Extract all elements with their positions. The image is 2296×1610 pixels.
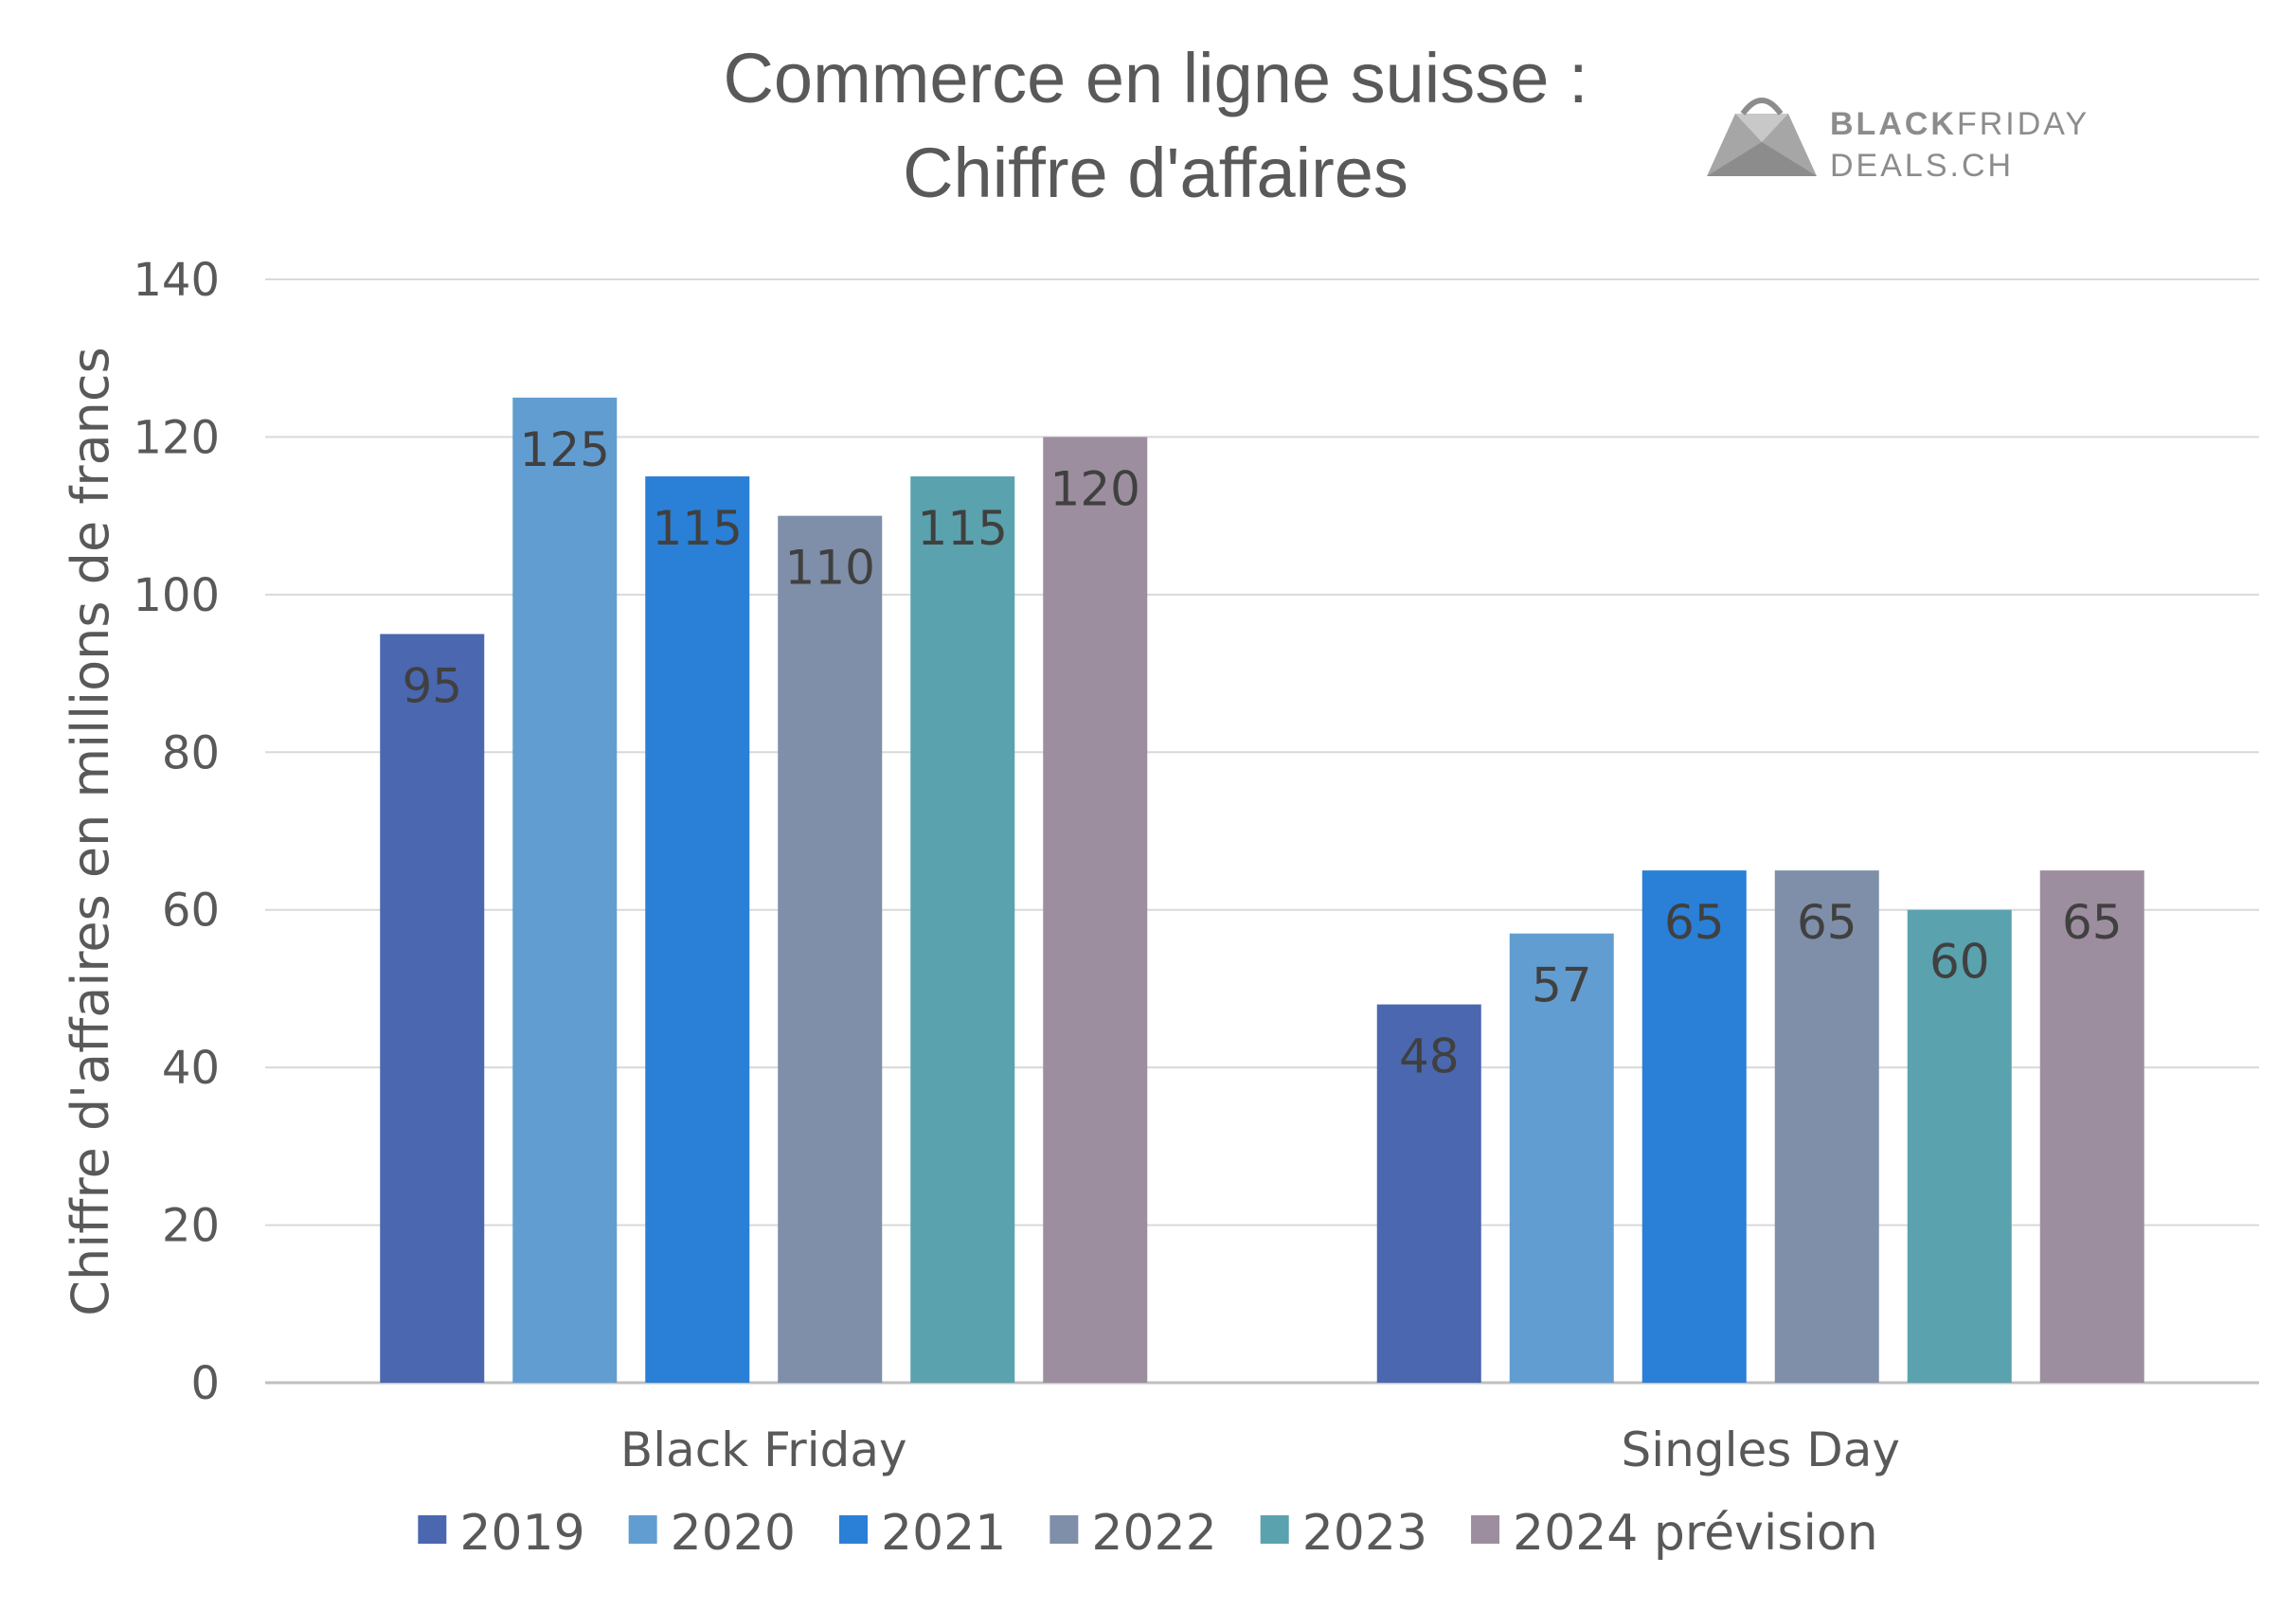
legend-swatch <box>1049 1515 1079 1544</box>
y-tick-label: 100 <box>133 569 220 622</box>
data-label: 48 <box>1399 1029 1460 1084</box>
data-label: 65 <box>1797 895 1857 950</box>
legend-swatch <box>628 1515 657 1544</box>
legend-label: 2022 <box>1091 1505 1216 1562</box>
legend-swatch <box>418 1515 447 1544</box>
legend-item: 2022 <box>1049 1505 1217 1562</box>
y-tick-label: 60 <box>162 885 220 938</box>
x-category-label: Singles Day <box>1622 1422 1900 1477</box>
y-tick-label: 120 <box>133 411 220 464</box>
logo-text-deals: DEALS.CH <box>1830 148 2014 184</box>
bar <box>1043 437 1148 1383</box>
y-tick-label: 40 <box>162 1042 220 1095</box>
y-tick-label: 140 <box>133 254 220 307</box>
logo-text-friday: FRIDAY <box>1957 106 2090 142</box>
bar <box>1907 909 2012 1383</box>
data-label: 125 <box>520 422 610 477</box>
bars <box>380 397 2144 1384</box>
legend-label: 2021 <box>881 1505 1006 1562</box>
data-label: 65 <box>1664 895 1725 950</box>
data-labels: 95 125 115 110 115 120 48 57 65 65 60 65 <box>402 422 2122 1084</box>
data-label: 95 <box>402 658 462 713</box>
bar <box>380 634 485 1383</box>
svg-text:BLACKFRIDAY: BLACKFRIDAY <box>1830 106 2090 142</box>
legend-item: 2021 <box>839 1505 1006 1562</box>
x-category-label: Black Friday <box>620 1422 907 1477</box>
data-label: 115 <box>918 501 1008 556</box>
x-axis-categories: Black Friday Singles Day <box>620 1422 1900 1477</box>
data-label: 57 <box>1532 958 1592 1013</box>
bar <box>2039 870 2144 1383</box>
y-axis-label: Chiffre d'affaires en millions de francs <box>61 347 120 1315</box>
data-label: 120 <box>1050 461 1140 516</box>
legend-swatch <box>1471 1515 1500 1544</box>
chart-title-line-2: Chiffre d'affaires <box>903 134 1408 212</box>
data-label: 60 <box>1929 935 1990 990</box>
logo: BLACKFRIDAY DEALS.CH <box>1707 98 2090 184</box>
bar <box>1641 870 1747 1383</box>
bar <box>1774 870 1879 1383</box>
legend-item: 2019 <box>418 1505 585 1562</box>
bar <box>1509 933 1614 1383</box>
y-tick-label: 0 <box>190 1357 220 1410</box>
bar <box>1376 1004 1481 1383</box>
legend-item: 2023 <box>1260 1505 1427 1562</box>
bar <box>645 476 750 1383</box>
legend: 2019 2020 2021 2022 2023 2024 prévision <box>418 1505 1878 1562</box>
y-tick-label: 20 <box>162 1200 220 1253</box>
bar <box>910 476 1015 1383</box>
legend-item: 2024 prévision <box>1471 1505 1878 1562</box>
legend-item: 2020 <box>628 1505 796 1562</box>
y-tick-label: 80 <box>162 726 220 779</box>
legend-label: 2020 <box>671 1505 796 1562</box>
legend-label: 2024 prévision <box>1513 1505 1878 1562</box>
chart-title: Commerce en ligne suisse : Chiffre d'aff… <box>723 39 1587 212</box>
legend-label: 2023 <box>1302 1505 1427 1562</box>
legend-swatch <box>1260 1515 1289 1544</box>
y-axis-ticks: 0 20 40 60 80 100 120 140 <box>133 254 220 1410</box>
chart-title-line-1: Commerce en ligne suisse : <box>723 39 1587 117</box>
legend-label: 2019 <box>459 1505 584 1562</box>
bar <box>778 515 883 1383</box>
legend-swatch <box>839 1515 869 1544</box>
data-label: 65 <box>2062 895 2123 950</box>
shopping-bag-icon <box>1707 98 1817 176</box>
data-label: 110 <box>785 541 875 596</box>
data-label: 115 <box>653 501 743 556</box>
logo-text-black: BLACK <box>1830 106 1957 142</box>
bar <box>512 397 618 1384</box>
